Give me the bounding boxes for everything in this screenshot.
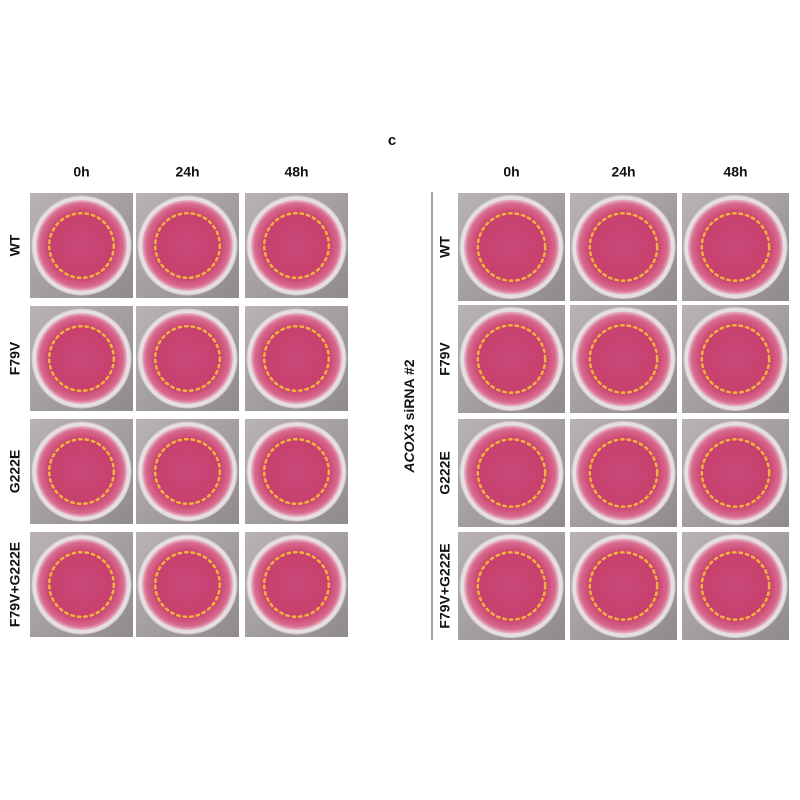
wound-outline — [700, 324, 771, 394]
column-header: 24h — [611, 164, 635, 180]
column-header: 48h — [723, 164, 747, 180]
row-label: F79V+G222E — [437, 543, 453, 628]
wound-outline — [700, 438, 771, 508]
wound-outline — [262, 550, 331, 619]
well-grid — [30, 193, 789, 640]
column-header: 24h — [175, 164, 199, 180]
column-header: 0h — [503, 164, 519, 180]
wound-outline — [153, 324, 222, 393]
well-photo — [136, 306, 239, 411]
wound-outline — [476, 551, 547, 621]
well-photo — [570, 532, 677, 640]
well-photo — [570, 419, 677, 527]
well-photo — [136, 193, 239, 298]
row-label: WT — [7, 234, 23, 256]
row-label: F79V — [437, 342, 453, 376]
well-photo — [30, 193, 133, 298]
well-photo — [245, 193, 348, 298]
wound-outline — [588, 438, 659, 508]
well-photo — [458, 305, 565, 413]
well-photo — [458, 419, 565, 527]
wound-outline — [262, 211, 331, 280]
row-label: F79V — [7, 341, 23, 375]
wound-outline — [153, 550, 222, 619]
well-photo — [30, 306, 133, 411]
wound-outline — [153, 211, 222, 280]
row-label: G222E — [437, 451, 453, 495]
column-header: 0h — [73, 164, 89, 180]
well-photo — [245, 306, 348, 411]
well-photo — [136, 419, 239, 524]
well-photo — [682, 532, 789, 640]
wound-outline — [476, 438, 547, 508]
wound-outline — [588, 324, 659, 394]
gene-name: ACOX3 — [401, 424, 417, 473]
well-photo — [30, 419, 133, 524]
well-photo — [682, 193, 789, 301]
wound-outline — [153, 437, 222, 506]
panel-label: c — [388, 132, 396, 149]
well-photo — [458, 532, 565, 640]
wound-outline — [47, 211, 116, 280]
wound-outline — [588, 212, 659, 282]
wound-outline — [262, 324, 331, 393]
group-label: ACOX3 siRNA #2 — [401, 359, 417, 473]
well-photo — [30, 532, 133, 637]
well-photo — [682, 419, 789, 527]
row-label: WT — [437, 236, 453, 258]
row-label: F79V+G222E — [7, 542, 23, 627]
well-photo — [136, 532, 239, 637]
row-label: G222E — [7, 450, 23, 494]
well-photo — [458, 193, 565, 301]
well-photo — [245, 419, 348, 524]
wound-outline — [47, 437, 116, 506]
wound-outline — [588, 551, 659, 621]
well-photo — [570, 305, 677, 413]
wound-outline — [700, 551, 771, 621]
column-header: 48h — [284, 164, 308, 180]
well-photo — [570, 193, 677, 301]
wound-outline — [47, 550, 116, 619]
well-photo — [682, 305, 789, 413]
wound-outline — [262, 437, 331, 506]
well-photo — [245, 532, 348, 637]
wound-outline — [700, 212, 771, 282]
wound-outline — [47, 324, 116, 393]
wound-outline — [476, 324, 547, 394]
group-suffix: siRNA #2 — [401, 359, 417, 420]
wound-outline — [476, 212, 547, 282]
